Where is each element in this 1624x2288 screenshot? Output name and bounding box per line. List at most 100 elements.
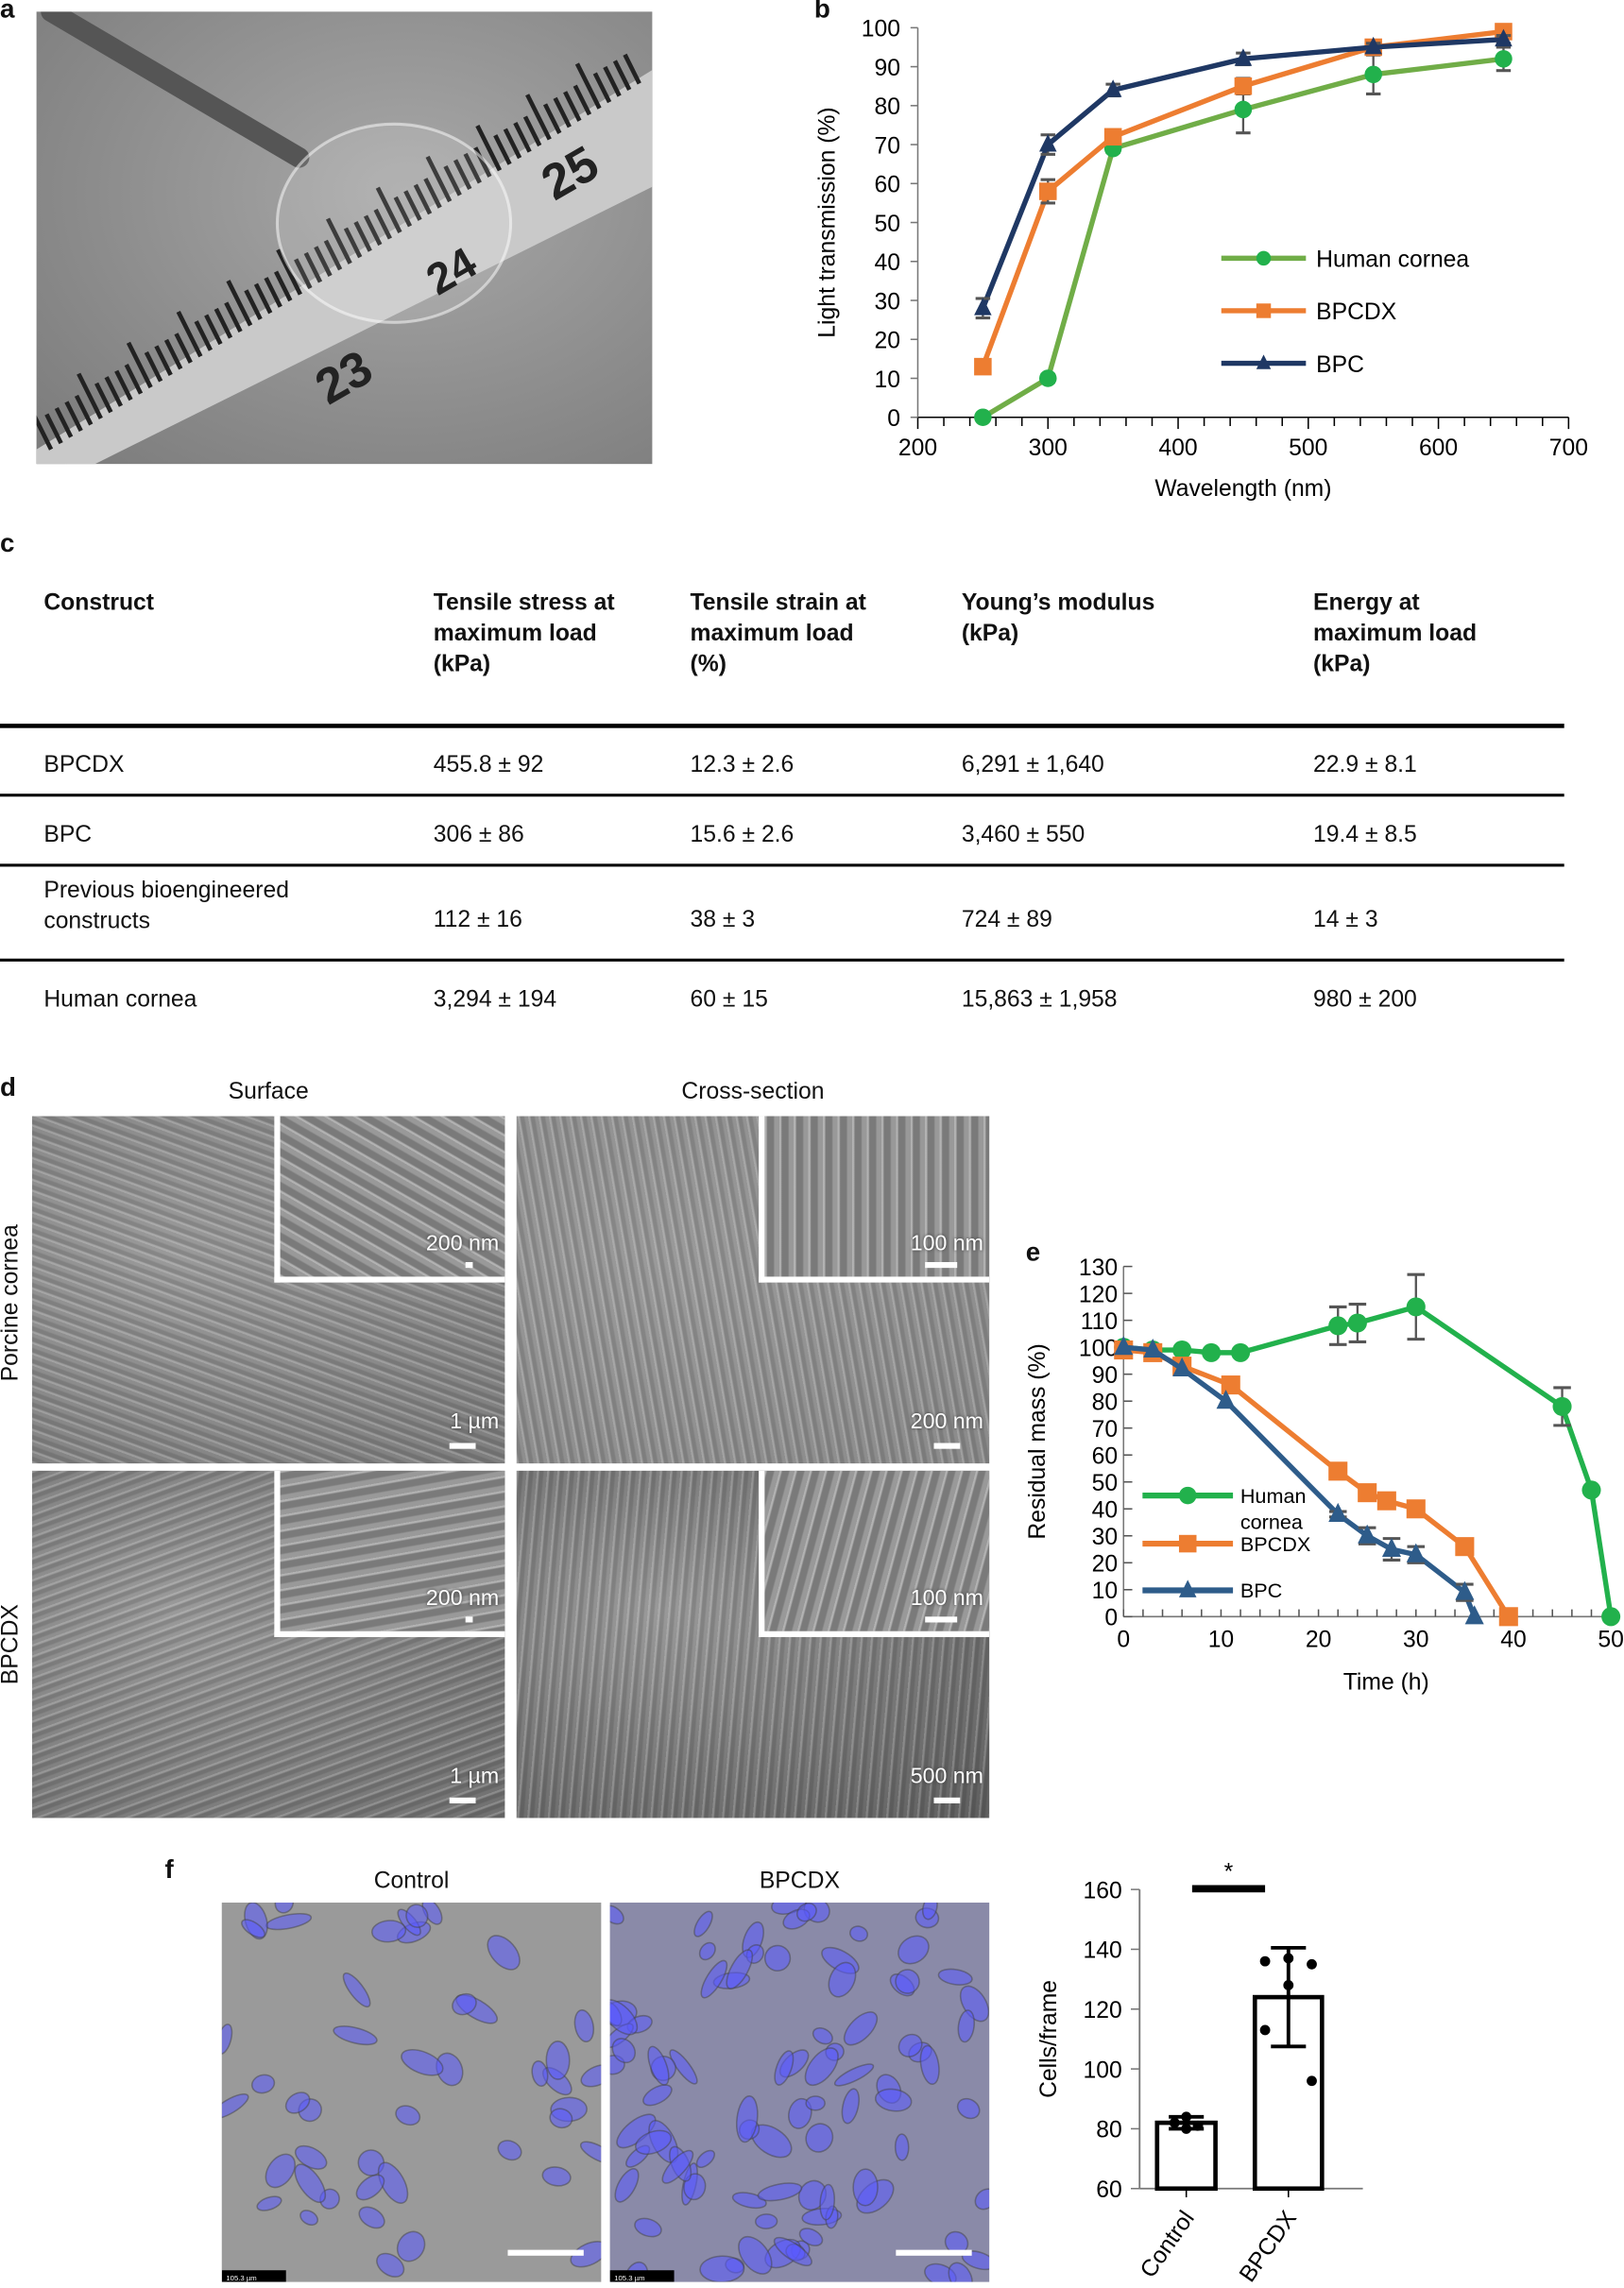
y-tick-label: 80 bbox=[874, 94, 899, 120]
cell-construct: Previous bioengineered bbox=[43, 878, 290, 904]
x-tick-label: 200 bbox=[898, 435, 937, 461]
cell-energy: 19.4 ± 8.5 bbox=[1313, 823, 1417, 848]
marker-triangle bbox=[1234, 48, 1253, 66]
x-tick-label: 300 bbox=[1029, 435, 1068, 461]
cell-nucleus bbox=[452, 1992, 477, 2016]
series-line bbox=[980, 37, 1504, 310]
scale-bar-text: 100 nm bbox=[910, 1585, 983, 1612]
ruler-tick bbox=[403, 190, 422, 221]
cell-strain: 60 ± 15 bbox=[690, 987, 768, 1013]
y-tick-label: 130 bbox=[1079, 1255, 1118, 1281]
scale-bar bbox=[925, 1261, 958, 1269]
marker-circle bbox=[1256, 250, 1272, 266]
marker-square bbox=[1103, 128, 1122, 146]
y-tick-label: 50 bbox=[1092, 1471, 1118, 1496]
cell-nucleus bbox=[573, 2009, 595, 2042]
image-title-control: Control bbox=[373, 1869, 450, 1894]
column-header: maximum load bbox=[1313, 621, 1478, 647]
cell-nucleus bbox=[497, 2140, 522, 2161]
cell-nucleus bbox=[852, 2168, 879, 2207]
marker-triangle bbox=[1406, 1543, 1426, 1562]
cornea-construct bbox=[275, 122, 513, 324]
marker-circle bbox=[1601, 1607, 1621, 1627]
marker-circle bbox=[1495, 50, 1513, 68]
scale-bar-text: 200 nm bbox=[425, 1231, 500, 1256]
marker-square bbox=[1038, 182, 1057, 200]
y-tick-label: 80 bbox=[1096, 2118, 1121, 2143]
marker-triangle bbox=[1172, 1357, 1192, 1377]
ruler-tick bbox=[44, 413, 63, 445]
scale-bar bbox=[507, 2249, 584, 2256]
legend-label: Human bbox=[1240, 1484, 1307, 1508]
series-line bbox=[981, 56, 1504, 420]
y-tick-label: 10 bbox=[874, 367, 899, 393]
marker-triangle bbox=[1328, 1502, 1348, 1522]
marker-triangle bbox=[1364, 36, 1382, 55]
cell-nucleus bbox=[833, 2063, 875, 2087]
x-axis-label: Wavelength (nm) bbox=[1154, 476, 1331, 502]
cell-nucleus bbox=[819, 2183, 836, 2221]
cell-drawing: 105.3 µm bbox=[221, 1903, 602, 2282]
ruler-tick bbox=[94, 382, 113, 414]
data-point bbox=[1283, 1980, 1294, 1990]
x-axis-label: Time (h) bbox=[1343, 1670, 1429, 1696]
cell-nucleus bbox=[735, 2095, 759, 2143]
ruler-tick bbox=[174, 333, 193, 364]
cell-nucleus bbox=[798, 2228, 824, 2246]
y-tick-label: 0 bbox=[887, 406, 900, 432]
sem-image-br: 100 nm 500 nm bbox=[516, 1470, 990, 1818]
cell-nucleus bbox=[698, 1941, 716, 1961]
data-point bbox=[1283, 1953, 1294, 1964]
series-line bbox=[1123, 1304, 1614, 1617]
cell-nucleus bbox=[828, 1961, 857, 1998]
y-tick-label: 60 bbox=[874, 173, 899, 198]
ruler-tick bbox=[126, 341, 153, 389]
ruler-tick bbox=[542, 103, 562, 134]
cell-nucleus bbox=[401, 2049, 444, 2076]
table-rule bbox=[0, 794, 1564, 797]
marker-square bbox=[1256, 303, 1272, 318]
x-tick-label: Control bbox=[1136, 2207, 1200, 2283]
scale-bar bbox=[933, 1443, 961, 1449]
scale-bar bbox=[933, 1797, 961, 1804]
panel-label-c: c bbox=[0, 528, 15, 557]
y-tick-label: 0 bbox=[1104, 1606, 1118, 1631]
sem-inset-br: 100 nm bbox=[759, 1470, 990, 1637]
table-rule bbox=[0, 724, 1564, 727]
ruler-tick bbox=[273, 270, 293, 302]
cell-nucleus bbox=[545, 2040, 571, 2080]
ruler-tick bbox=[343, 227, 363, 259]
marker-square bbox=[1328, 1461, 1348, 1481]
cell-construct: Human cornea bbox=[43, 987, 197, 1013]
significance-bar bbox=[1191, 1885, 1266, 1893]
marker-circle bbox=[1202, 1342, 1222, 1362]
marker-square bbox=[1406, 1499, 1426, 1519]
sem-image-tl: 200 nm 1 µm bbox=[31, 1116, 505, 1464]
table-rule bbox=[0, 958, 1564, 962]
cell-nucleus bbox=[774, 2050, 795, 2086]
marker-square bbox=[1455, 1537, 1475, 1557]
ruler-tick bbox=[276, 248, 302, 296]
column-header: maximum load bbox=[433, 621, 597, 647]
scale-bar-text: 1 µm bbox=[450, 1764, 500, 1789]
ruler-tick bbox=[323, 239, 343, 271]
sem-inset-tl: 200 nm bbox=[274, 1116, 505, 1283]
marker-triangle bbox=[1455, 1580, 1475, 1600]
cell-construct: constructs bbox=[43, 909, 150, 934]
marker-triangle bbox=[1256, 354, 1272, 369]
legend-label: Human cornea bbox=[1316, 248, 1469, 273]
column-header: (kPa) bbox=[1313, 652, 1371, 677]
marker-circle bbox=[1364, 65, 1382, 84]
cell-strain: 12.3 ± 2.6 bbox=[690, 752, 795, 778]
cell-nucleus bbox=[897, 1935, 930, 1965]
cell-nucleus bbox=[614, 2168, 640, 2203]
sem-inset-bl: 200 nm bbox=[274, 1470, 505, 1637]
cell-nucleus bbox=[956, 2097, 981, 2120]
ruler-tick bbox=[124, 364, 144, 395]
cell-nucleus bbox=[921, 1903, 938, 1921]
data-point bbox=[1192, 2120, 1204, 2131]
cell-nucleus bbox=[221, 2093, 249, 2120]
cell-nucleus bbox=[358, 2206, 385, 2229]
cell-energy: 14 ± 3 bbox=[1313, 907, 1378, 932]
